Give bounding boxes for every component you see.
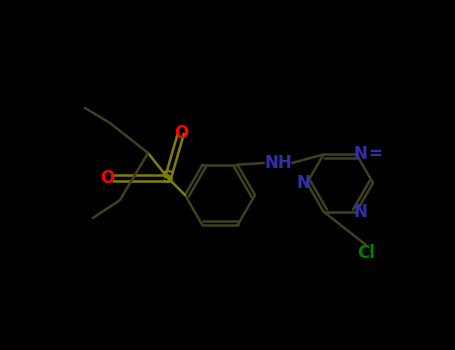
Text: N: N: [354, 145, 368, 163]
Text: =: =: [369, 145, 382, 163]
Text: NH: NH: [264, 154, 292, 172]
Text: N: N: [354, 203, 368, 220]
Text: Cl: Cl: [357, 244, 375, 262]
Text: N: N: [296, 174, 310, 192]
Text: O: O: [100, 169, 114, 187]
Text: O: O: [174, 124, 188, 142]
Text: S: S: [162, 169, 174, 187]
